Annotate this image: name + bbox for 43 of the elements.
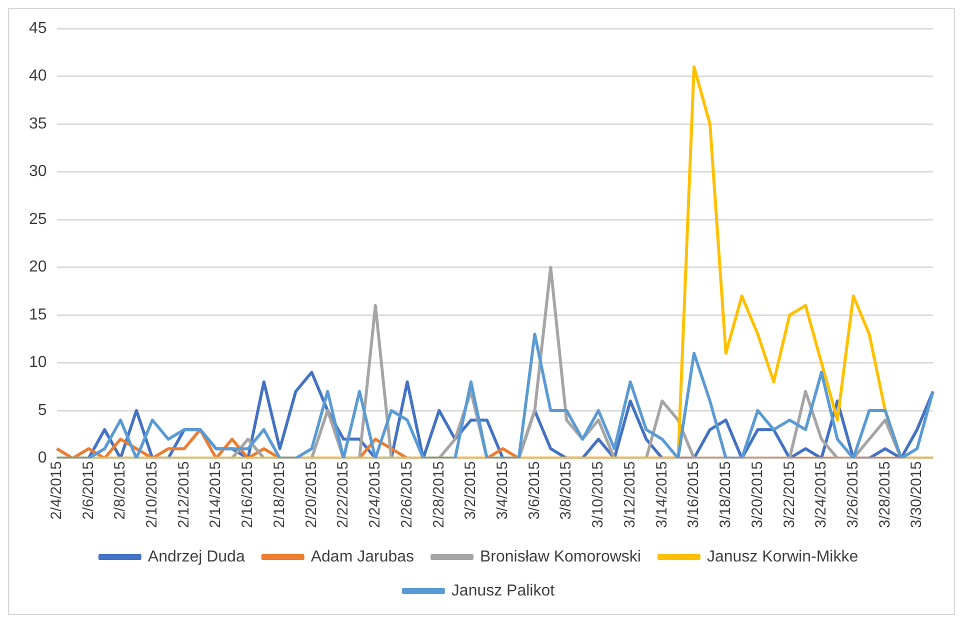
x-tick-label: 2/24/2015: [366, 461, 384, 528]
legend-label: Janusz Korwin-Mikke: [706, 548, 858, 566]
x-tick-label: 3/12/2015: [621, 461, 638, 528]
x-tick-label: 3/20/2015: [748, 461, 766, 528]
y-tick-label: 20: [29, 258, 47, 276]
x-tick-label: 3/16/2015: [685, 461, 702, 528]
y-tick-label: 40: [29, 68, 47, 85]
x-tick-label: 2/6/2015: [80, 461, 97, 520]
y-tick-label: 30: [29, 163, 47, 180]
y-tick-label: 25: [29, 210, 47, 228]
x-tick-label: 2/14/2015: [207, 461, 224, 528]
x-tick-label: 3/14/2015: [653, 461, 670, 528]
x-tick-label: 3/4/2015: [494, 461, 512, 520]
x-tick-label: 2/4/2015: [48, 461, 65, 520]
x-tick-label: 2/16/2015: [239, 461, 256, 528]
x-tick-label: 2/28/2015: [430, 461, 448, 528]
legend-label: Andrzej Duda: [148, 548, 245, 566]
x-tick-label: 3/2/2015: [462, 461, 480, 520]
x-tick-label: 2/8/2015: [112, 461, 129, 520]
x-tick-label: 2/10/2015: [144, 461, 161, 528]
legend-label: Adam Jarubas: [310, 548, 414, 566]
x-tick-label: 2/26/2015: [398, 461, 416, 528]
y-tick-label: 35: [29, 115, 47, 132]
legend-label: Bronisław Komorowski: [480, 548, 641, 566]
x-tick-label: 2/22/2015: [334, 461, 352, 528]
y-tick-label: 45: [29, 20, 47, 38]
x-tick-label: 3/28/2015: [876, 461, 894, 528]
y-tick-label: 0: [38, 450, 47, 467]
x-tick-label: 3/10/2015: [590, 461, 607, 528]
y-tick-label: 5: [38, 402, 47, 419]
legend-label: Janusz Palikot: [451, 582, 556, 600]
x-tick-label: 2/12/2015: [175, 461, 192, 528]
x-tick-label: 2/18/2015: [270, 461, 288, 528]
x-tick-label: 3/6/2015: [526, 461, 543, 520]
x-tick-label: 3/24/2015: [812, 461, 830, 528]
x-tick-label: 3/26/2015: [844, 461, 862, 528]
x-tick-label: 3/22/2015: [780, 461, 798, 528]
x-tick-label: 3/8/2015: [558, 461, 575, 520]
x-tick-label: 2/20/2015: [302, 461, 320, 528]
x-tick-label: 3/18/2015: [717, 461, 734, 528]
y-tick-label: 10: [29, 354, 47, 372]
x-tick-label: 3/30/2015: [908, 461, 926, 528]
y-tick-label: 15: [29, 306, 47, 324]
